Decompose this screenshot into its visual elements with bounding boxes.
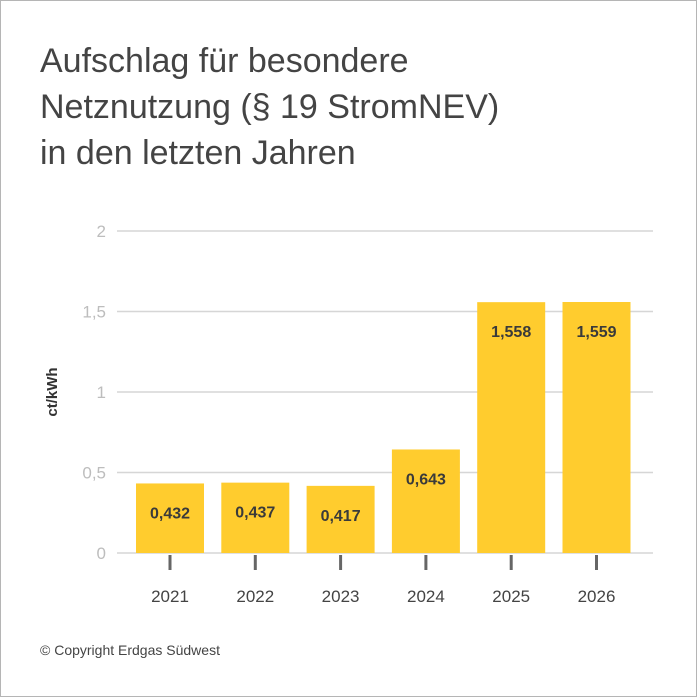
title-line: Aufschlag für besondere xyxy=(40,42,409,80)
y-tick-label: 1,5 xyxy=(82,303,106,322)
y-tick-label: 2 xyxy=(97,222,106,241)
data-label: 1,558 xyxy=(491,324,531,341)
bar xyxy=(136,483,204,553)
x-tick-label: 2023 xyxy=(322,587,360,606)
x-tick-label: 2022 xyxy=(236,587,274,606)
bar xyxy=(306,485,375,553)
x-tick-label: 2025 xyxy=(492,587,530,606)
chart-title: Aufschlag für besondere Netznutzung (§ 1… xyxy=(40,38,499,176)
data-label: 0,643 xyxy=(406,471,446,488)
data-label: 0,432 xyxy=(150,505,190,522)
y-tick-label: 1 xyxy=(97,383,106,402)
data-label: 0,437 xyxy=(235,505,275,522)
y-axis-label: ct/kWh xyxy=(44,367,61,416)
x-tick-label: 2024 xyxy=(407,587,445,606)
copyright-text: © Copyright Erdgas Südwest xyxy=(40,642,220,658)
bar xyxy=(477,302,546,553)
bar xyxy=(391,449,460,553)
y-tick-label: 0 xyxy=(97,544,106,563)
data-label: 1,559 xyxy=(576,324,616,341)
title-line: in den letzten Jahren xyxy=(40,134,356,172)
bar xyxy=(562,302,631,553)
bar xyxy=(221,482,290,553)
x-tick-label: 2026 xyxy=(578,587,616,606)
x-tick-label: 2021 xyxy=(151,587,189,606)
title-line: Netznutzung (§ 19 StromNEV) xyxy=(40,88,500,126)
y-tick-label: 0,5 xyxy=(82,464,106,483)
data-label: 0,417 xyxy=(321,508,361,525)
